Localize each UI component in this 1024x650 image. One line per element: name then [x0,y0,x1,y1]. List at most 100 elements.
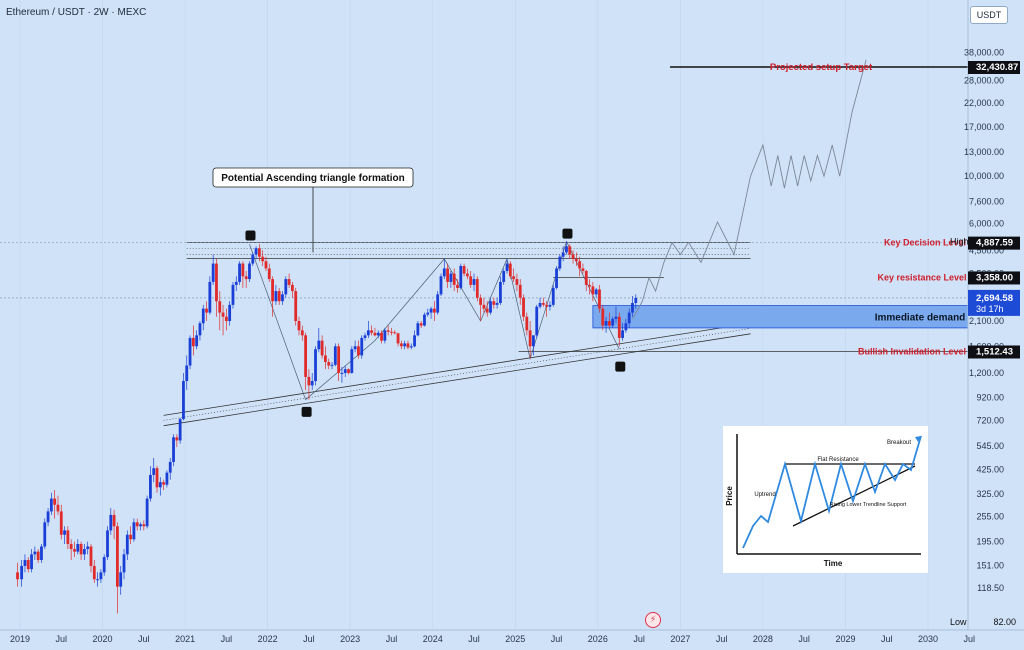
candle-body [502,271,506,282]
candle-body [106,530,109,558]
candle-body [310,381,314,386]
x-tick-label: Jul [798,634,810,644]
y-tick-label: 920.00 [976,393,1004,403]
x-tick-label: 2022 [258,634,278,644]
x-tick-label: 2021 [175,634,195,644]
candle-body [380,332,383,341]
candle-body [281,294,284,302]
candle-body [178,419,182,441]
candle-body [205,308,208,313]
candle-body [409,346,413,348]
candle-body [46,511,50,523]
candle-body [624,323,628,331]
candle-body [541,303,545,305]
y-tick-label: 1,200.00 [969,368,1004,378]
inset-label-breakout: Breakout [887,440,911,446]
demand-zone-label: Immediate demand [875,313,966,324]
candle-body [393,332,397,334]
candle-body [614,316,618,319]
y-tick-label: 195.00 [976,537,1004,547]
candle-body [343,369,347,373]
price-label-bg [968,271,1020,285]
candles [16,241,638,614]
time-axis: 2019 Jul 2020 Jul 2021 Jul 2022 Jul 2023 Jul 2024 J… [0,629,1024,644]
candle-body [224,316,228,322]
candle-body [132,522,136,540]
candle-body [617,316,621,338]
candle-body [291,284,294,292]
candle-body [231,284,235,305]
candle-body [591,286,595,295]
price-label-bg [968,61,1020,74]
target-level-label: Projected setup Target [770,62,873,73]
candle-body [66,530,70,545]
candle-body [182,381,185,420]
price-axis: 38,000.00 28,000.00 22,000.00 17,000.00 13,0… [950,0,1020,630]
candle-body [145,498,149,527]
candle-body [158,482,162,488]
candle-body [545,304,549,307]
price-label: 3,358.00 [976,272,1013,283]
candle-body [221,312,225,317]
candle-body [327,362,331,366]
x-tick-label: 2028 [753,634,773,644]
candle-body [436,294,440,313]
candle-body [211,263,215,282]
candle-body [508,263,512,277]
candle-body [96,579,99,581]
candle-body [248,263,251,280]
y-tick-label: 6,000.00 [969,219,1004,229]
candle-body [479,297,483,305]
countdown-label: 3d 17h [976,304,1004,314]
candle-body [76,544,80,552]
candle-body [218,301,222,313]
candle-body [49,498,53,512]
candle-body [469,276,473,285]
candle-body [201,308,205,324]
candle-body [406,343,410,348]
currency-label[interactable]: USDT [970,6,1008,24]
x-tick-label: Jul [468,634,480,644]
x-tick-label: 2023 [340,634,360,644]
inset-label-resistance: Flat Resistance [817,457,859,463]
price-label-bg [968,236,1020,250]
inset-price-path [742,435,922,549]
candle-body [350,349,354,373]
candle-body [257,248,261,257]
candle-body [337,346,341,373]
candle-body [568,246,572,255]
candle-body [588,284,591,287]
candle-body [172,437,175,462]
candle-body [92,565,96,580]
candle-body [320,340,324,356]
candle-body [459,265,463,288]
candle-body [23,559,27,566]
candle-body [198,323,202,336]
candle-body [584,271,588,285]
x-tick-label: Jul [716,634,728,644]
y-tick-label: 28,000.00 [964,76,1004,86]
candle-body [307,376,311,386]
current-price-bg [968,289,1020,316]
triangle-annotation-text: Potential Ascending triangle formation [221,173,405,184]
candle-body [383,330,387,341]
candle-body [416,323,420,336]
projection-path [245,59,867,417]
price-label: 32,430.87 [976,62,1018,73]
candle-body [485,308,489,313]
candle-body [304,335,308,377]
inset-xlabel: Time [824,559,843,568]
candle-body [297,321,301,331]
x-tick-label: Jul [386,634,398,644]
candle-body [426,312,430,315]
candle-body [287,279,291,285]
candle-body [99,572,103,580]
inset-label-uptrend: Uptrend [754,492,775,498]
candle-body [185,365,189,382]
price-label-bg [968,345,1020,359]
lightning-icon[interactable]: ⚡ [645,612,661,628]
candle-body [271,279,274,302]
x-tick-label: 2029 [835,634,855,644]
candle-body [419,323,423,326]
